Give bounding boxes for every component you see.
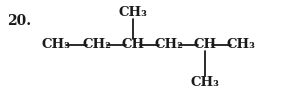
- Text: CH₂: CH₂: [154, 39, 183, 52]
- Text: 20.: 20.: [7, 14, 31, 28]
- Text: CH₃: CH₃: [42, 39, 70, 52]
- Text: CH₃: CH₃: [190, 77, 219, 90]
- Text: CH: CH: [193, 39, 216, 52]
- Text: CH₃: CH₃: [227, 39, 255, 52]
- Text: CH₃: CH₃: [118, 6, 147, 19]
- Text: CH₂: CH₂: [82, 39, 111, 52]
- Text: CH: CH: [121, 39, 144, 52]
